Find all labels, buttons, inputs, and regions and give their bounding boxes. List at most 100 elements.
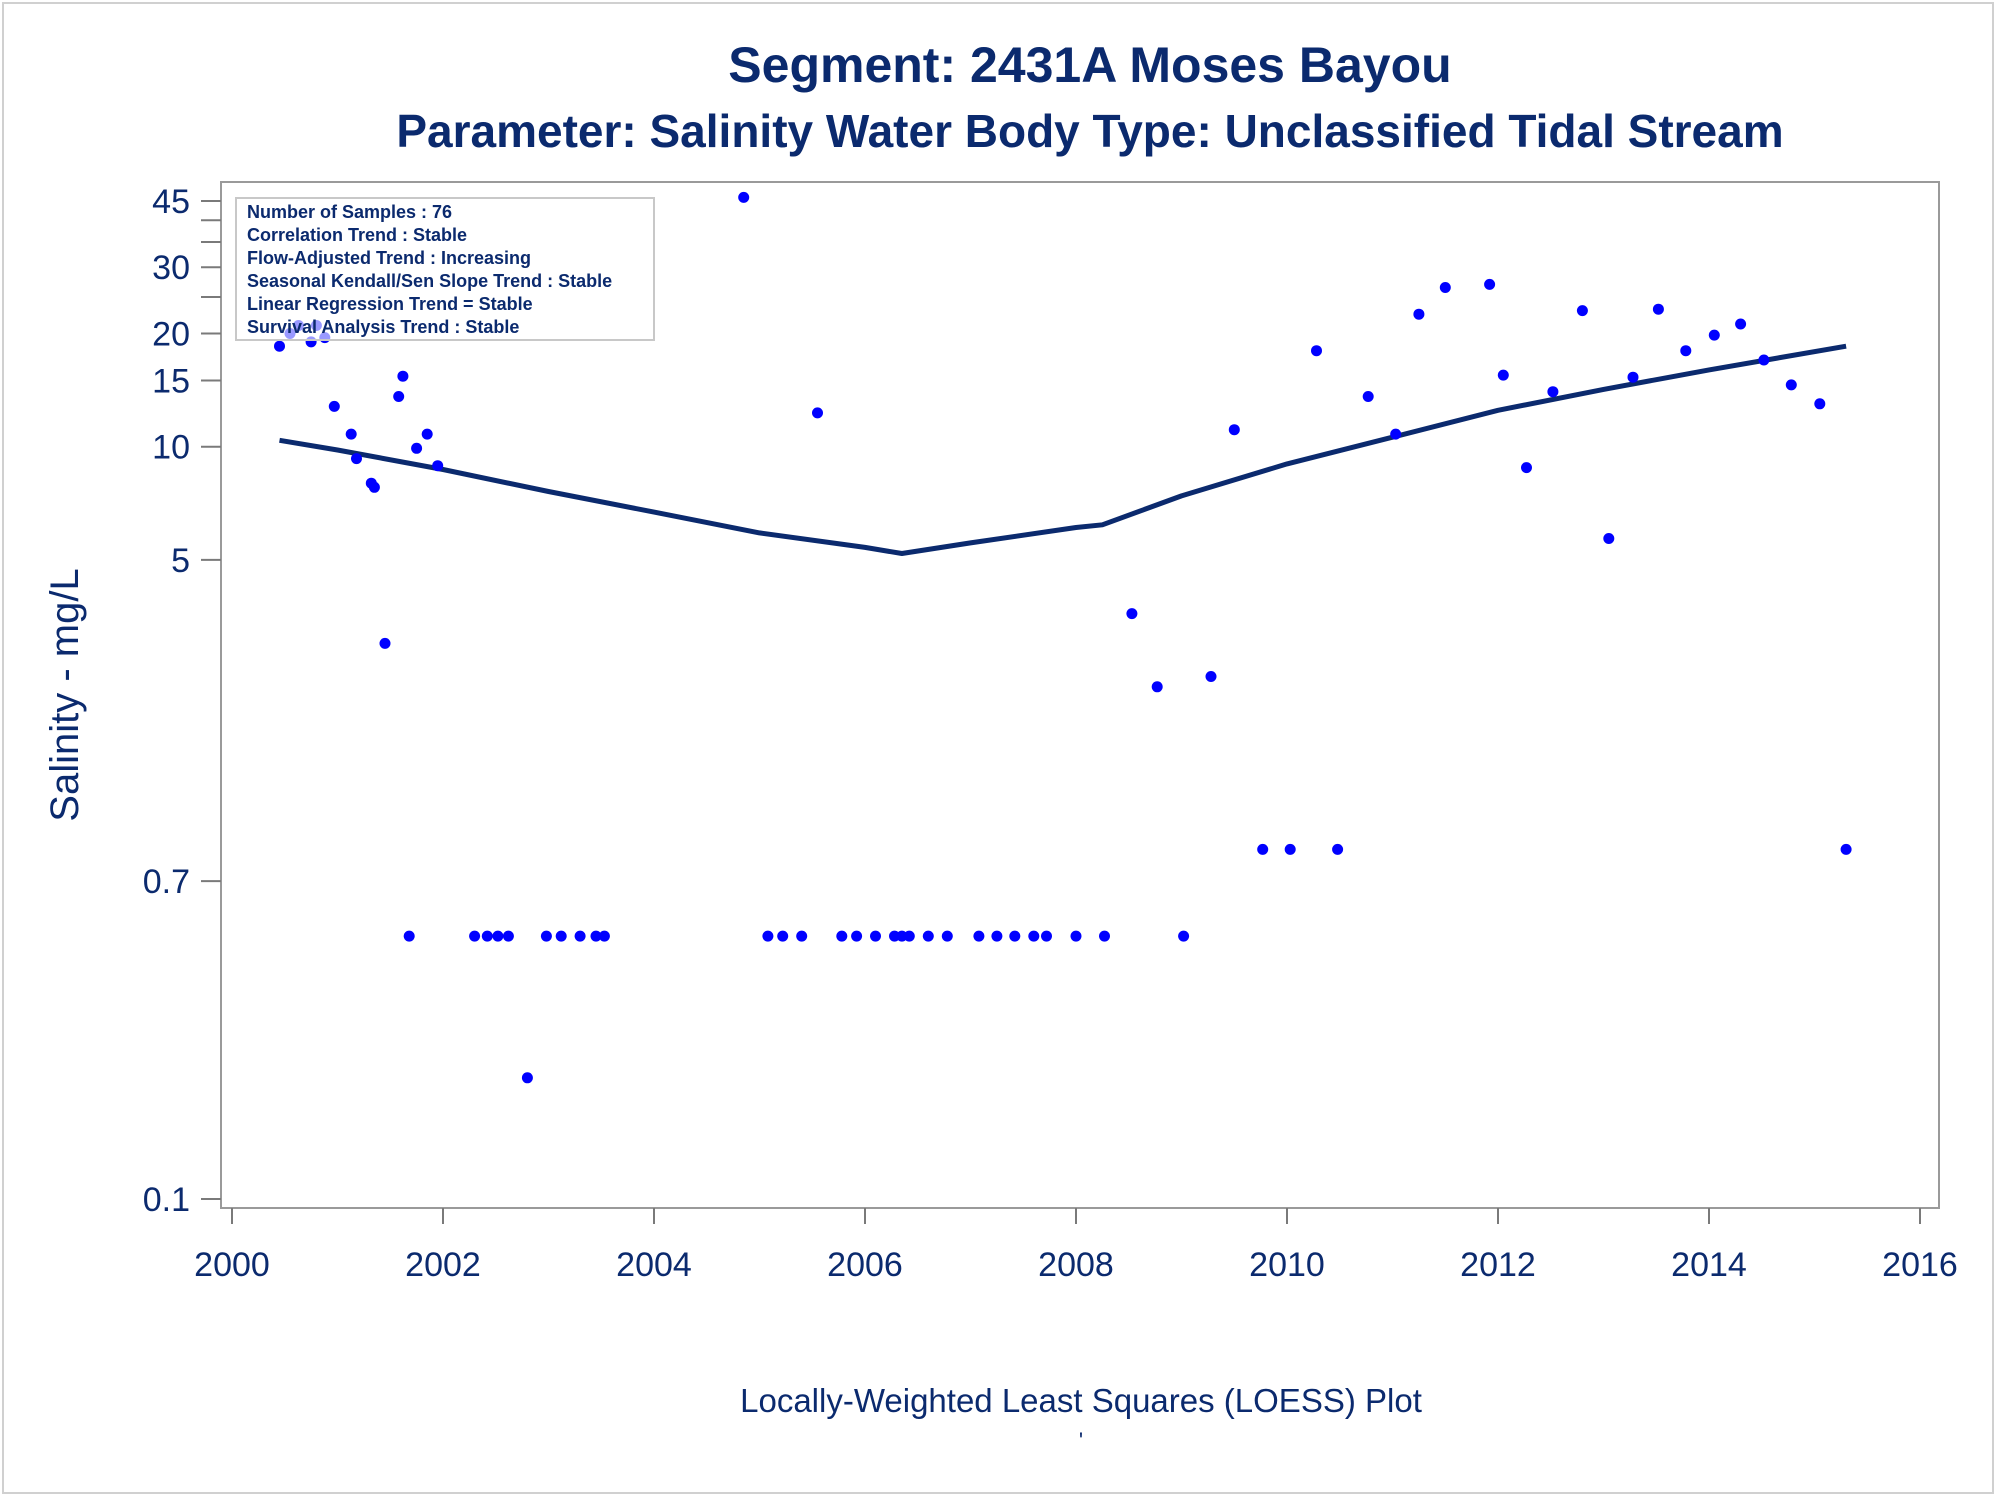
- y-tick-label: 20: [152, 315, 190, 353]
- x-tick-label: 2006: [827, 1246, 903, 1284]
- data-point: [1439, 282, 1451, 293]
- data-point: [1257, 843, 1269, 855]
- x-tick-label: 2008: [1038, 1246, 1114, 1284]
- data-point: [1178, 930, 1190, 942]
- data-point: [540, 930, 552, 942]
- data-point: [762, 930, 774, 942]
- data-point: [368, 481, 380, 493]
- chart-subtitle: Parameter: Salinity Water Body Type: Unc…: [396, 105, 1783, 157]
- y-tick-label: 0.7: [143, 863, 190, 901]
- data-point: [1362, 391, 1374, 402]
- data-point: [777, 930, 789, 942]
- data-point: [1126, 608, 1138, 620]
- data-point: [1041, 930, 1052, 942]
- stats-line-samples: Number of Samples : 76: [247, 202, 452, 222]
- data-point: [1576, 305, 1588, 317]
- stats-line-seasonal-kendall: Seasonal Kendall/Sen Slope Trend : Stabl…: [247, 271, 612, 291]
- data-point: [345, 428, 357, 440]
- data-point: [1009, 930, 1021, 942]
- data-point: [1708, 329, 1720, 341]
- data-point: [274, 340, 285, 352]
- data-point: [1413, 308, 1425, 320]
- data-point: [1484, 278, 1496, 290]
- stats-line-linear-regression: Linear Regression Trend = Stable: [247, 294, 533, 314]
- data-point: [812, 407, 823, 419]
- stats-line-survival: Survival Analysis Trend : Stable: [247, 317, 519, 337]
- data-point: [574, 930, 586, 942]
- y-axis-label: Salinity - mg/L: [43, 568, 87, 821]
- data-point: [502, 930, 514, 942]
- y-tick-label: 45: [152, 183, 190, 221]
- y-tick-label: 10: [152, 429, 190, 467]
- data-point: [432, 460, 444, 472]
- stats-line-flow-adjusted: Flow-Adjusted Trend : Increasing: [247, 248, 531, 268]
- data-point: [738, 191, 750, 203]
- x-tick-label: 2004: [616, 1246, 692, 1284]
- stats-box: Number of Samples : 76 Correlation Trend…: [235, 197, 655, 341]
- data-point: [941, 930, 953, 942]
- data-point: [1735, 318, 1747, 330]
- data-point: [1680, 345, 1692, 357]
- y-axis: 0.1 0.7 5 10 15 20 30 45: [143, 183, 221, 1219]
- data-point: [351, 453, 362, 465]
- data-point: [1070, 930, 1082, 942]
- data-point: [1151, 681, 1163, 693]
- data-point: [922, 930, 934, 942]
- x-axis-label: Locally-Weighted Least Squares (LOESS) P…: [740, 1382, 1422, 1419]
- data-point: [379, 637, 391, 649]
- y-tick-label: 5: [171, 542, 190, 580]
- data-point: [1652, 303, 1664, 315]
- data-point: [903, 930, 915, 942]
- chart-title: Segment: 2431A Moses Bayou: [728, 37, 1451, 93]
- points-layer: [274, 191, 1852, 1084]
- data-point: [1228, 424, 1240, 436]
- footnote: ': [1079, 1428, 1083, 1453]
- stats-line-correlation: Correlation Trend : Stable: [247, 225, 467, 245]
- data-point: [1840, 843, 1852, 855]
- data-point: [1497, 369, 1509, 381]
- y-tick-label: 15: [152, 362, 190, 400]
- data-point: [598, 930, 610, 942]
- data-point: [555, 930, 567, 942]
- loess-layer: [279, 343, 1847, 556]
- x-tick-label: 2002: [405, 1246, 481, 1284]
- data-point: [973, 930, 985, 942]
- stats-box-border: [235, 197, 655, 341]
- x-tick-label: 2000: [194, 1246, 270, 1284]
- data-point: [1521, 462, 1532, 474]
- data-point: [851, 930, 863, 942]
- y-tick-label: 30: [152, 249, 190, 287]
- data-point: [328, 400, 340, 412]
- x-tick-label: 2014: [1671, 1246, 1747, 1284]
- data-point: [1332, 843, 1344, 855]
- data-point: [1814, 398, 1826, 410]
- data-point: [393, 391, 405, 402]
- loess-curve: [279, 343, 1847, 556]
- plot-area: [220, 181, 1940, 1209]
- data-point: [1311, 345, 1322, 357]
- data-point: [836, 930, 848, 942]
- data-point: [403, 930, 415, 942]
- data-point: [469, 930, 481, 942]
- data-point: [1627, 371, 1639, 383]
- x-tick-label: 2012: [1460, 1246, 1536, 1284]
- data-point: [1785, 379, 1797, 391]
- data-point: [1603, 533, 1615, 544]
- y-tick-label: 0.1: [143, 1181, 190, 1219]
- x-tick-label: 2010: [1249, 1246, 1325, 1284]
- plot-border: [220, 181, 1940, 1209]
- data-point: [991, 930, 1003, 942]
- data-point: [1758, 354, 1770, 366]
- data-point: [796, 930, 808, 942]
- data-point: [397, 370, 409, 382]
- data-point: [1390, 428, 1402, 440]
- data-point: [421, 428, 433, 440]
- data-point: [1284, 843, 1296, 855]
- data-point: [1099, 930, 1110, 942]
- data-point: [590, 930, 602, 942]
- data-point: [870, 930, 881, 942]
- x-axis: 2000 2002 2004 2006 2008 2010 2012 2014 2016: [194, 1208, 1958, 1284]
- data-point: [411, 442, 423, 454]
